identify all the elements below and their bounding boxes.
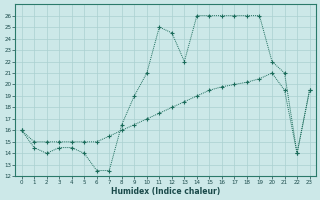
X-axis label: Humidex (Indice chaleur): Humidex (Indice chaleur) bbox=[111, 187, 220, 196]
